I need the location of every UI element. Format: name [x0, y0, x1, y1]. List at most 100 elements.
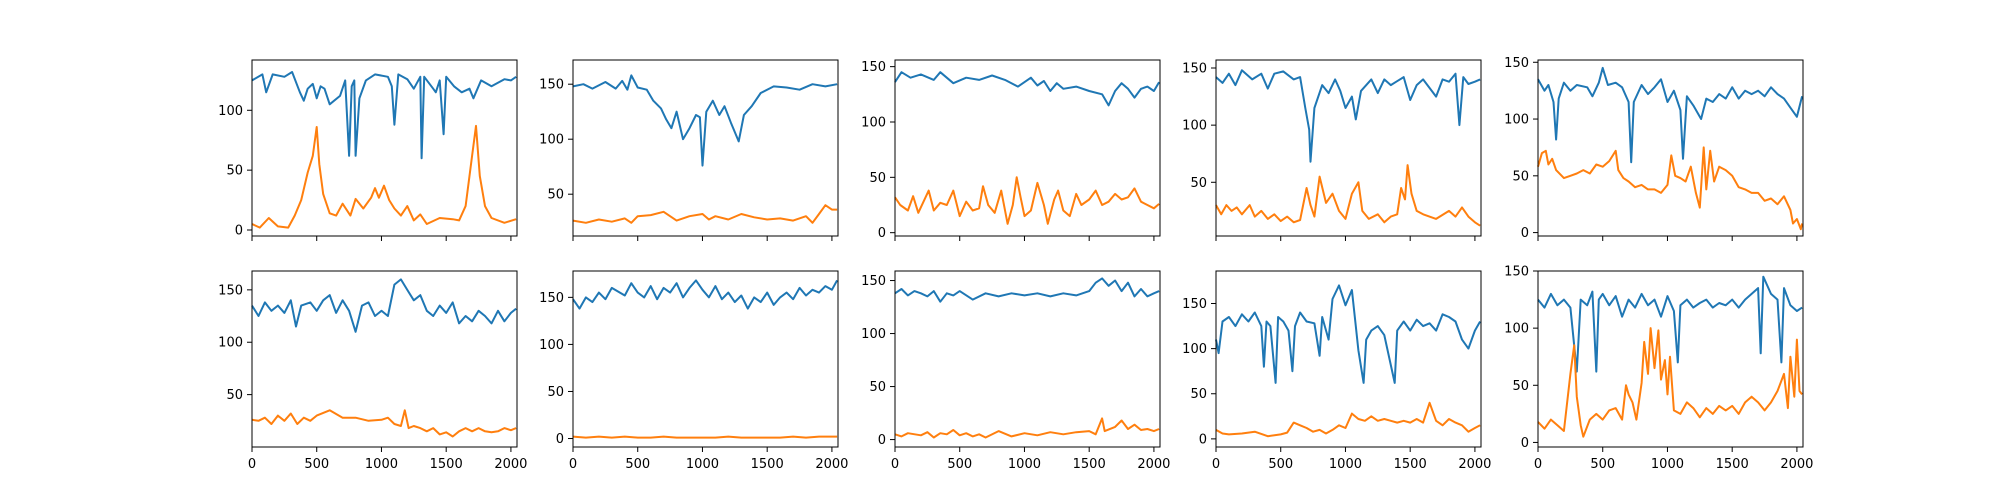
series-1-line	[251, 71, 517, 160]
series-2-line	[894, 417, 1160, 439]
y-tick-label: 0	[878, 226, 886, 241]
series-1-line	[572, 279, 838, 310]
x-tick-label: 1000	[1329, 457, 1362, 472]
series-1-line	[1215, 69, 1481, 163]
y-tick-label: 100	[539, 338, 564, 353]
x-tick-label: 0	[569, 457, 577, 472]
subplot-4: 50 100 150	[1182, 59, 1482, 241]
axes-frame	[1215, 270, 1482, 448]
x-tick-label: 1500	[1394, 457, 1427, 472]
x-tick-label: 2000	[494, 457, 527, 472]
x-tick-label: 0	[891, 457, 899, 472]
x-tick-label: 500	[1590, 457, 1615, 472]
series-1-line	[894, 277, 1160, 303]
y-tick-label: 0	[556, 432, 564, 447]
y-tick-label: 100	[1182, 342, 1207, 357]
subplot-1: 0 50 100	[218, 59, 518, 241]
y-tick-label: 100	[218, 336, 243, 351]
series-2-line	[1537, 146, 1804, 231]
y-tick-label: 50	[1512, 169, 1529, 184]
y-tick-label: 50	[547, 188, 564, 203]
y-tick-label: 50	[547, 385, 564, 400]
y-tick-label: 150	[861, 274, 886, 289]
axes-frame	[572, 270, 839, 448]
axes-frame	[251, 59, 518, 237]
axes-frame	[894, 59, 1161, 237]
y-tick-label: 50	[869, 380, 886, 395]
y-tick-label: 150	[1182, 297, 1207, 312]
x-tick-label: 2000	[1780, 457, 1813, 472]
y-tick-label: 100	[861, 327, 886, 342]
y-tick-label: 0	[1521, 436, 1529, 451]
y-tick-label: 150	[539, 78, 564, 93]
series-1-line	[251, 278, 517, 333]
y-tick-label: 150	[1182, 62, 1207, 77]
y-tick-label: 100	[1182, 119, 1207, 134]
x-tick-label: 0	[248, 457, 256, 472]
axes-frame	[1215, 59, 1482, 237]
series-1-line	[894, 71, 1160, 107]
x-tick-label: 500	[304, 457, 329, 472]
x-tick-label: 1000	[686, 457, 719, 472]
axes-frame	[1537, 270, 1804, 448]
y-tick-label: 100	[1504, 113, 1529, 128]
series-2-line	[1215, 164, 1481, 227]
x-tick-label: 1500	[430, 457, 463, 472]
y-tick-label: 50	[1190, 387, 1207, 402]
y-tick-label: 150	[1504, 56, 1529, 71]
x-tick-label: 500	[947, 457, 972, 472]
y-tick-label: 50	[1190, 176, 1207, 191]
series-2-line	[251, 124, 517, 229]
y-tick-label: 100	[1504, 322, 1529, 337]
x-tick-label: 0	[1212, 457, 1220, 472]
y-tick-label: 0	[235, 224, 243, 239]
axes-frame	[894, 270, 1161, 448]
series-2-line	[894, 176, 1160, 225]
y-tick-label: 50	[869, 171, 886, 186]
y-tick-label: 50	[226, 388, 243, 403]
series-2-line	[1215, 401, 1481, 438]
series-1-line	[1537, 275, 1803, 373]
y-tick-label: 100	[218, 104, 243, 119]
axes-frame	[1537, 59, 1804, 237]
x-tick-label: 2000	[1458, 457, 1491, 472]
subplot-3: 0 50 100 150	[861, 59, 1161, 241]
axes-frame	[572, 59, 839, 237]
axes-frame	[251, 270, 518, 448]
x-tick-label: 1000	[1008, 457, 1041, 472]
x-tick-label: 1500	[1073, 457, 1106, 472]
y-tick-label: 50	[226, 164, 243, 179]
series-1-line	[1537, 66, 1804, 164]
x-tick-label: 1500	[751, 457, 784, 472]
x-tick-label: 2000	[815, 457, 848, 472]
x-tick-label: 500	[1268, 457, 1293, 472]
subplot-2: 50 100 150	[539, 59, 839, 241]
y-tick-label: 0	[878, 433, 886, 448]
x-tick-label: 2000	[1137, 457, 1170, 472]
subplot-5: 0 50 100 150	[1504, 56, 1804, 241]
y-tick-label: 150	[539, 291, 564, 306]
x-tick-label: 1000	[365, 457, 398, 472]
series-1-line	[1215, 284, 1481, 384]
y-tick-label: 0	[1199, 432, 1207, 447]
x-tick-label: 0	[1534, 457, 1542, 472]
series-2-line	[1537, 327, 1803, 438]
series-2-line	[251, 409, 517, 438]
y-tick-label: 100	[861, 115, 886, 130]
y-tick-label: 100	[539, 133, 564, 148]
y-tick-label: 150	[861, 60, 886, 75]
x-tick-label: 500	[625, 457, 650, 472]
series-2-line	[572, 204, 838, 224]
x-tick-label: 1000	[1651, 457, 1684, 472]
y-tick-label: 150	[218, 283, 243, 298]
x-tick-label: 1500	[1716, 457, 1749, 472]
y-tick-label: 0	[1521, 226, 1529, 241]
series-2-line	[572, 435, 838, 439]
